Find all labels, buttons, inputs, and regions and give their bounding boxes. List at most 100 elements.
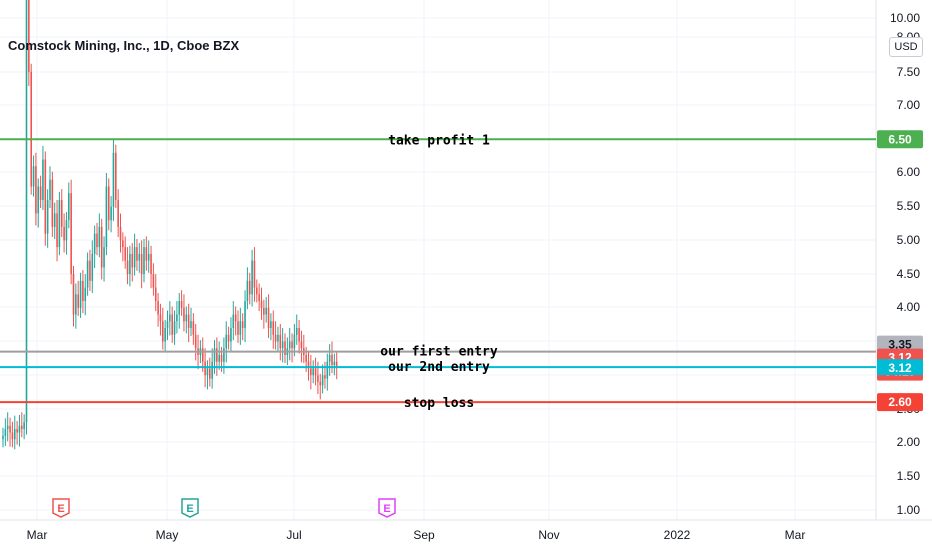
candle-body — [335, 361, 338, 368]
price-tick-label: 4.00 — [897, 300, 921, 314]
candle-body — [239, 321, 242, 335]
take-profit-badge — [877, 130, 923, 149]
price-tick-label: 2.00 — [897, 435, 921, 449]
candle-body — [152, 274, 155, 288]
candle-body — [185, 314, 188, 322]
candle-body — [187, 314, 190, 329]
candle-body — [272, 321, 275, 335]
price-tick-label: 4.50 — [897, 267, 921, 281]
candle-body — [13, 429, 16, 440]
candle-body — [281, 341, 284, 349]
candle-body — [65, 220, 68, 241]
candle-body — [23, 422, 25, 430]
candle-body — [75, 294, 77, 315]
candle-body — [305, 354, 307, 362]
candle-body — [44, 159, 47, 234]
candle-body — [248, 280, 251, 295]
candle-body — [220, 354, 223, 362]
candle-body — [159, 314, 162, 322]
stop-loss-badge-text: 2.60 — [888, 395, 912, 409]
price-tick-label: 7.00 — [897, 98, 921, 112]
candle-body — [241, 321, 244, 329]
candle-body — [89, 260, 91, 281]
candle-body — [201, 348, 204, 362]
candle-body — [46, 199, 49, 234]
candle-body — [321, 375, 324, 386]
candle-body — [112, 152, 115, 207]
candle-body — [103, 247, 105, 268]
candle-body — [209, 368, 211, 379]
candle-body — [246, 280, 249, 302]
candle-body — [105, 186, 108, 248]
candle-body — [131, 253, 134, 268]
candle-body — [331, 354, 333, 366]
candle-body — [176, 314, 178, 322]
second-entry-badge-text: 3.12 — [888, 361, 912, 375]
candle-body — [143, 247, 145, 275]
price-tick-label: 1.50 — [897, 469, 921, 483]
time-tick-label: 2022 — [664, 528, 691, 542]
candle-body — [126, 260, 129, 275]
candle-body — [60, 199, 63, 227]
candle-body — [37, 186, 40, 214]
candle-body — [122, 240, 124, 248]
price-tick-label: 7.50 — [897, 65, 921, 79]
candle-body — [312, 368, 314, 376]
candle-body — [295, 328, 298, 335]
candle-body — [230, 328, 232, 342]
candle-body — [267, 307, 270, 329]
earnings-marker-icon[interactable] — [181, 498, 199, 518]
candle-body — [42, 159, 44, 200]
candle-body — [204, 361, 206, 376]
candle-body — [129, 253, 131, 275]
candle-body — [324, 375, 326, 379]
candle-body — [91, 253, 94, 281]
take-profit-badge-text: 6.50 — [888, 132, 912, 146]
candle-body — [21, 425, 23, 430]
candle-body — [293, 334, 296, 349]
currency-button[interactable]: USD — [889, 37, 923, 57]
first-entry-badge-text: 3.35 — [888, 338, 912, 352]
earnings-marker-icon[interactable] — [378, 498, 396, 518]
candle-body — [110, 206, 112, 221]
candle-body — [4, 429, 7, 436]
candle-body — [164, 328, 166, 342]
candle-body — [9, 425, 11, 433]
candle-body — [154, 287, 157, 302]
candle-body — [328, 354, 331, 362]
candle-body — [133, 247, 136, 268]
candle-body — [284, 341, 286, 355]
candle-body — [263, 307, 265, 315]
candle-body — [234, 314, 237, 322]
candle-body — [119, 226, 122, 241]
time-tick-label: Jul — [286, 528, 301, 542]
candle-body — [16, 429, 18, 433]
level-label: our first entry — [380, 345, 498, 360]
candle-body — [216, 348, 218, 362]
candle-body — [260, 301, 263, 308]
candle-body — [86, 260, 89, 288]
candle-body — [223, 348, 225, 362]
candle-body — [140, 253, 143, 275]
earnings-marker-label: E — [57, 503, 64, 515]
time-tick-label: Nov — [538, 528, 559, 542]
candle-body — [30, 71, 32, 187]
candle-body — [39, 186, 42, 200]
candle-body — [192, 321, 195, 335]
candle-body — [300, 341, 303, 349]
candle-body — [136, 247, 138, 261]
earnings-marker-icon[interactable] — [52, 498, 70, 518]
candle-body — [157, 301, 159, 315]
candle-body — [213, 348, 216, 362]
level-label: stop loss — [404, 396, 474, 411]
candle-body — [115, 152, 117, 200]
candle-body — [56, 213, 58, 248]
candle-body — [49, 179, 51, 200]
candle-body — [147, 253, 150, 261]
candle-body — [96, 233, 98, 248]
candle-body — [183, 307, 185, 322]
candle-body — [162, 321, 164, 342]
candle-body — [279, 334, 282, 349]
candle-body — [180, 301, 183, 308]
